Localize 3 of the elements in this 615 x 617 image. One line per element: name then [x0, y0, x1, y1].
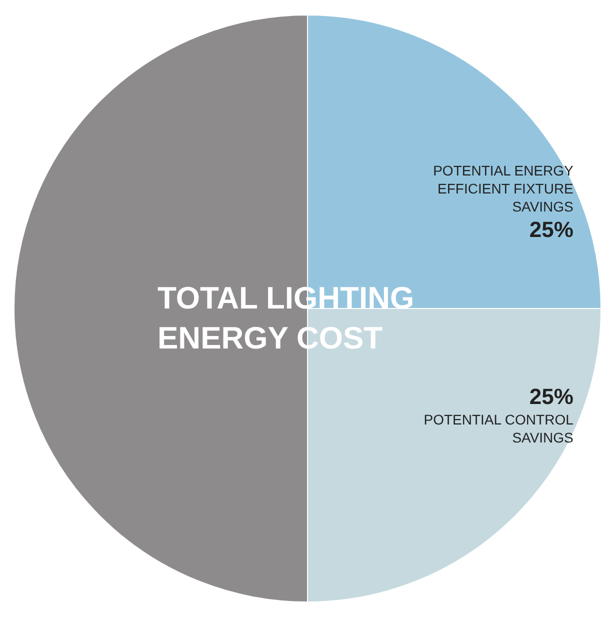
data-label: 25%: [529, 384, 574, 409]
data-label: 25%: [529, 217, 574, 242]
slice-label: POTENTIAL CONTROL SAVINGS: [424, 411, 574, 446]
